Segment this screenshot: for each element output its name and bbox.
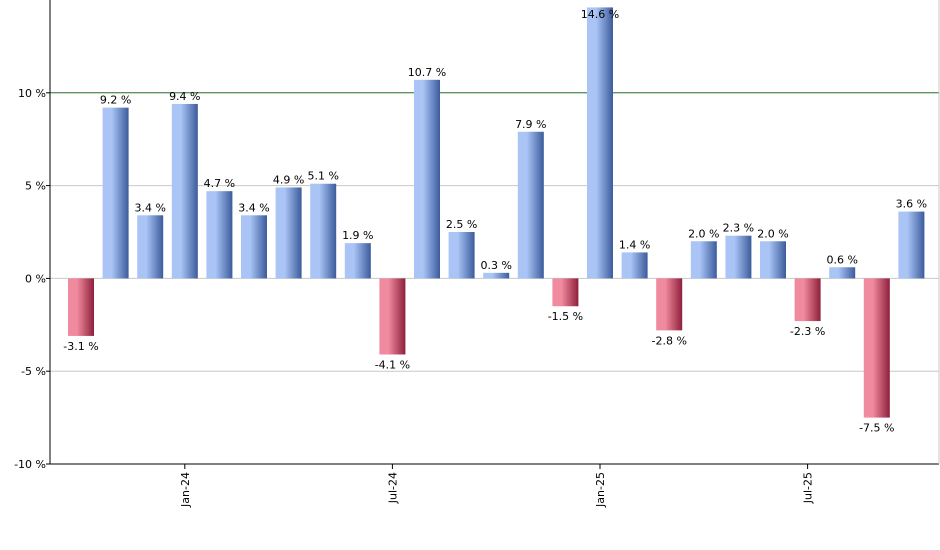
data-label: 14.6 % <box>581 8 619 21</box>
bar <box>310 183 337 279</box>
bar <box>241 215 267 279</box>
data-label: -7.5 % <box>859 422 894 435</box>
y-tick-label: 5 % <box>25 180 46 193</box>
data-label: 1.4 % <box>619 238 650 251</box>
data-label: 1.9 % <box>342 229 373 242</box>
data-label: -4.1 % <box>375 358 410 371</box>
data-label: 3.4 % <box>238 201 269 214</box>
data-label: 0.3 % <box>480 259 511 272</box>
data-label: 10.7 % <box>408 66 446 79</box>
data-label: 3.6 % <box>896 198 927 211</box>
data-label: 4.7 % <box>204 177 235 190</box>
bar <box>760 241 786 279</box>
bar <box>448 232 475 279</box>
data-label: -3.1 % <box>63 340 98 353</box>
x-tick-label: Jan-25 <box>594 472 607 508</box>
bar <box>206 191 233 279</box>
bar <box>690 241 717 279</box>
bar <box>414 79 440 279</box>
bar <box>656 278 683 331</box>
data-label: 2.5 % <box>446 218 477 231</box>
bar <box>829 267 856 279</box>
data-label: 0.6 % <box>826 253 857 266</box>
bar <box>621 252 648 279</box>
data-label: 2.0 % <box>688 227 719 240</box>
data-label: 9.4 % <box>169 90 200 103</box>
bar <box>863 278 890 418</box>
data-label: 4.9 % <box>273 173 304 186</box>
data-labels: -3.1 %9.2 %3.4 %9.4 %4.7 %3.4 %4.9 % 5.1 … <box>63 8 927 435</box>
data-label: 2.0 % <box>757 227 788 240</box>
bar <box>483 272 510 279</box>
bar <box>68 278 94 336</box>
axes: -10 % -5 % 0 % 5 % 10 % Jan-24 Jul-24 Jan-25 Jul… <box>14 0 940 508</box>
bar <box>275 187 302 279</box>
bars <box>68 7 925 418</box>
grid-lines <box>50 92 939 372</box>
y-tick-label: -5 % <box>21 365 46 378</box>
data-label: -1.5 % <box>548 310 583 323</box>
data-label: 5.1 % <box>307 170 338 183</box>
data-label: 9.2 % <box>100 94 131 107</box>
x-tick-label: Jul-25 <box>802 472 815 504</box>
bar <box>725 235 752 279</box>
bar <box>587 7 613 279</box>
y-tick-label: -10 % <box>14 458 46 471</box>
bar <box>344 243 371 279</box>
bar <box>552 278 579 307</box>
data-label: -2.8 % <box>651 334 686 347</box>
bar <box>102 107 129 279</box>
bar <box>794 278 821 322</box>
data-label: 3.4 % <box>134 201 165 214</box>
data-label: 2.3 % <box>723 222 754 235</box>
bar <box>898 211 925 279</box>
y-tick-label: 0 % <box>25 272 46 285</box>
bar <box>171 103 198 279</box>
bar <box>517 131 544 279</box>
bar <box>379 278 406 355</box>
x-tick-label: Jan-24 <box>179 472 192 508</box>
x-tick-label: Jul-24 <box>386 472 399 504</box>
data-label: 7.9 % <box>515 118 546 131</box>
bar <box>137 215 164 279</box>
y-tick-label: 10 % <box>18 87 46 100</box>
data-label: -2.3 % <box>790 325 825 338</box>
